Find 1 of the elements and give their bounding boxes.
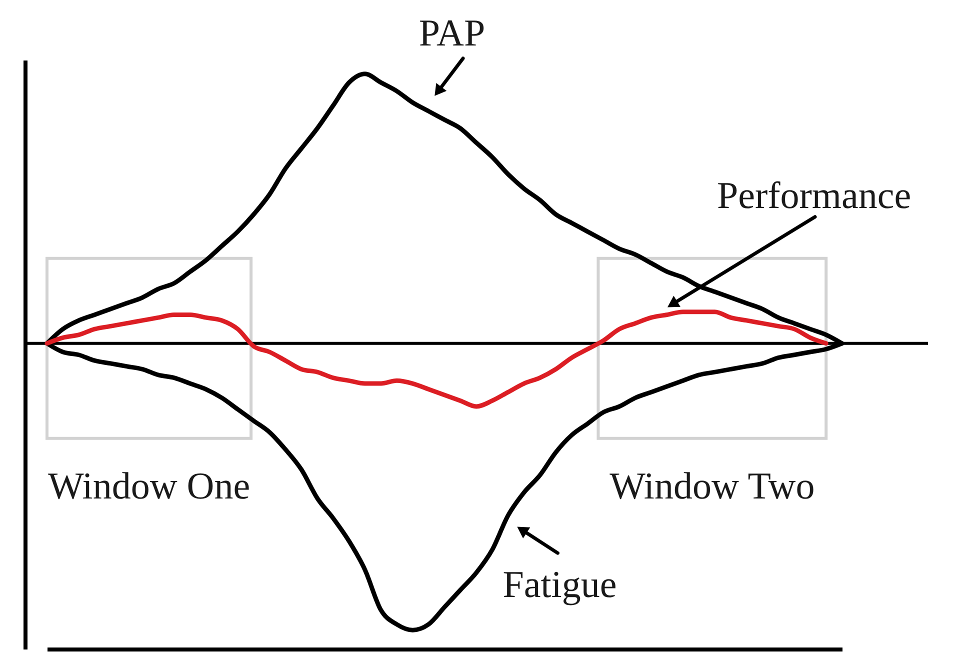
series-label: PAP	[418, 12, 486, 54]
